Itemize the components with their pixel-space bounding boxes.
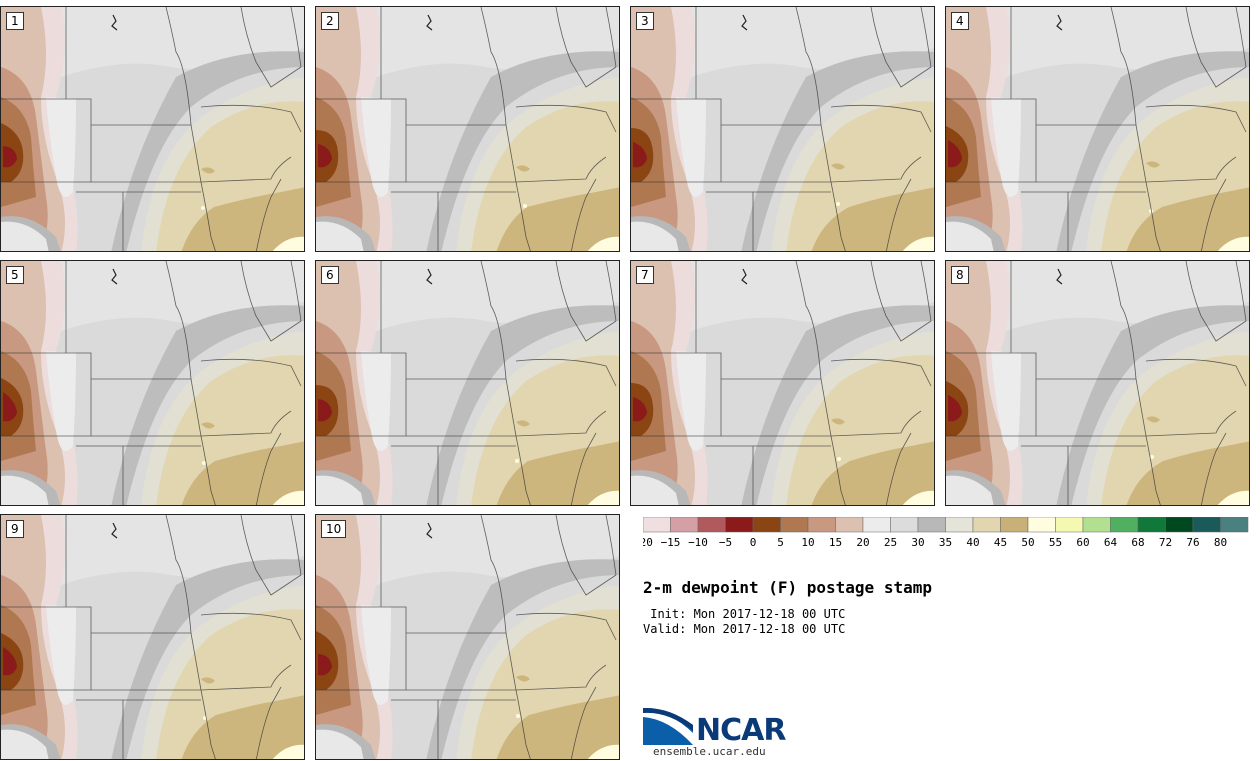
colorbar-swatch xyxy=(972,517,1001,533)
dewpoint-map xyxy=(1,261,304,505)
colorbar-swatch xyxy=(643,517,671,533)
colorbar-swatch xyxy=(890,517,919,533)
dewpoint-map xyxy=(316,515,619,759)
colorbar-tick-label: 68 xyxy=(1131,536,1144,549)
dewpoint-map xyxy=(631,7,934,251)
colorbar-swatch xyxy=(807,517,836,533)
colorbar-tick-label: 45 xyxy=(994,536,1007,549)
colorbar-tick-label: 35 xyxy=(939,536,952,549)
member-number-label: 8 xyxy=(951,266,969,284)
member-number-label: 5 xyxy=(6,266,24,284)
member-number-label: 1 xyxy=(6,12,24,30)
member-number-label: 3 xyxy=(636,12,654,30)
colorbar-swatch xyxy=(917,517,946,533)
colorbar-swatch xyxy=(862,517,891,533)
ensemble-member-panel: 8 xyxy=(945,260,1250,506)
colorbar-tick-label: 20 xyxy=(856,536,869,549)
colorbar-tick-label: −5 xyxy=(719,536,732,549)
colorbar-swatch xyxy=(1220,517,1249,533)
ensemble-member-panel: 7 xyxy=(630,260,935,506)
colorbar-tick-label: −10 xyxy=(688,536,708,549)
colorbar-swatch xyxy=(1000,517,1029,533)
colorbar: −20 −15 −10 −5 0 5 10 15 20 25 30 35 40 45 50 55 60 64 68 7… xyxy=(643,517,1249,549)
dewpoint-map xyxy=(946,261,1249,505)
colorbar-tick-label: 72 xyxy=(1159,536,1172,549)
ncar-logo-text: NCAR xyxy=(696,713,786,748)
init-time: Init: Mon 2017-12-18 00 UTC xyxy=(643,607,846,621)
colorbar-tick-label: 40 xyxy=(966,536,979,549)
colorbar-tick-label: −15 xyxy=(661,536,681,549)
ensemble-member-panel: 10 xyxy=(315,514,620,760)
colorbar-tick-label: 10 xyxy=(801,536,814,549)
member-number-label: 2 xyxy=(321,12,339,30)
colorbar-swatch xyxy=(725,517,754,533)
colorbar-swatch xyxy=(945,517,974,533)
colorbar-swatch xyxy=(1027,517,1056,533)
colorbar-tick-label: 25 xyxy=(884,536,897,549)
dewpoint-map xyxy=(316,261,619,505)
colorbar-swatch xyxy=(752,517,781,533)
dewpoint-map xyxy=(1,515,304,759)
member-number-label: 7 xyxy=(636,266,654,284)
colorbar-swatch xyxy=(1110,517,1139,533)
ensemble-member-panel: 3 xyxy=(630,6,935,252)
colorbar-tick-label: 15 xyxy=(829,536,842,549)
ensemble-member-panel: 6 xyxy=(315,260,620,506)
ensemble-member-panel: 1 xyxy=(0,6,305,252)
colorbar-tick-label: 5 xyxy=(777,536,784,549)
valid-time: Valid: Mon 2017-12-18 00 UTC xyxy=(643,622,846,636)
dewpoint-map xyxy=(946,7,1249,251)
colorbar-tick-label: 0 xyxy=(750,536,757,549)
colorbar-tick-label: 55 xyxy=(1049,536,1062,549)
colorbar-tick-label: 60 xyxy=(1076,536,1089,549)
colorbar-tick-label: 76 xyxy=(1186,536,1199,549)
colorbar-tick-label: 50 xyxy=(1021,536,1034,549)
colorbar-swatch xyxy=(780,517,809,533)
dewpoint-map xyxy=(631,261,934,505)
member-number-label: 10 xyxy=(321,520,347,538)
member-number-label: 9 xyxy=(6,520,24,538)
dewpoint-map xyxy=(316,7,619,251)
colorbar-tick-label: 64 xyxy=(1104,536,1118,549)
colorbar-swatch xyxy=(835,517,864,533)
logo-url[interactable]: ensemble.ucar.edu xyxy=(653,745,766,758)
colorbar-swatch xyxy=(1055,517,1084,533)
colorbar-tick-label: 80 xyxy=(1214,536,1227,549)
colorbar-swatch xyxy=(670,517,699,533)
dewpoint-map xyxy=(1,7,304,251)
colorbar-tick-label: −20 xyxy=(643,536,653,549)
colorbar-swatch xyxy=(697,517,726,533)
plot-title: 2-m dewpoint (F) postage stamp xyxy=(643,578,932,597)
ncar-logo-swoosh-icon xyxy=(643,705,693,745)
colorbar-swatch xyxy=(1192,517,1221,533)
member-number-label: 4 xyxy=(951,12,969,30)
ensemble-member-panel: 2 xyxy=(315,6,620,252)
colorbar-swatch xyxy=(1165,517,1194,533)
colorbar-tick-label: 30 xyxy=(911,536,924,549)
ensemble-member-panel: 5 xyxy=(0,260,305,506)
ensemble-member-panel: 9 xyxy=(0,514,305,760)
colorbar-swatch xyxy=(1082,517,1111,533)
member-number-label: 6 xyxy=(321,266,339,284)
colorbar-swatch xyxy=(1137,517,1166,533)
ensemble-member-panel: 4 xyxy=(945,6,1250,252)
